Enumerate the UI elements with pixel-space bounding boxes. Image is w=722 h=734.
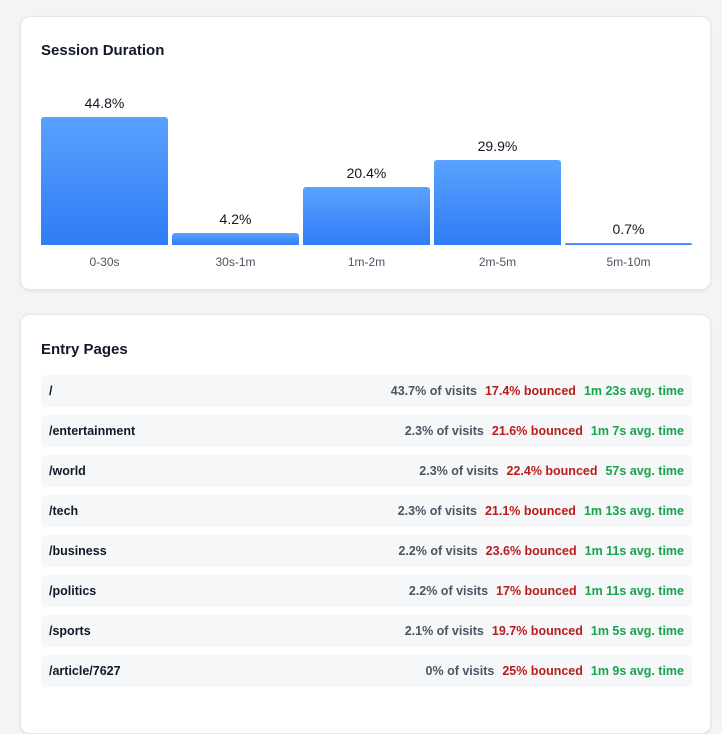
entry-page-stats: 2.1% of visits 19.7% bounced 1m 5s avg. ti… (405, 624, 684, 638)
bar[interactable] (434, 159, 561, 245)
entry-page-bounce-rate: 25% bounced (502, 664, 583, 678)
entry-page-avg-time: 1m 5s avg. time (590, 624, 684, 638)
entry-page-visits: 43.7% of visits (390, 384, 477, 398)
entry-page-path: /world (49, 464, 86, 478)
bar-value-label: 20.4% (346, 164, 387, 181)
entry-page-stats: 2.3% of visits 22.4% bounced 57s avg. time (419, 464, 684, 478)
session-duration-chart: 44.8% 0-30s 4.2% 30s-1m 20.4% 1m-2m 29.9% 2m-5m… (41, 77, 692, 277)
entry-page-row[interactable]: /politics 2.2% of visits 17% bounced 1m 11s… (41, 575, 692, 607)
entry-page-path: / (49, 384, 53, 398)
entry-page-bounce-rate: 21.1% bounced (484, 504, 576, 518)
entry-page-avg-time: 1m 23s avg. time (583, 384, 684, 398)
session-duration-title: Session Duration (41, 42, 165, 59)
bar[interactable] (303, 186, 430, 245)
entry-page-row[interactable]: / 43.7% of visits 17.4% bounced 1m 23s avg.… (41, 375, 692, 407)
entry-pages-list: / 43.7% of visits 17.4% bounced 1m 23s avg.… (41, 375, 692, 695)
bar-category-label: 2m-5m (478, 255, 517, 269)
entry-page-path: /article/7627 (49, 664, 121, 678)
entry-page-visits: 2.3% of visits (404, 424, 484, 438)
entry-page-avg-time: 1m 11s avg. time (584, 544, 684, 558)
bar-column: 20.4% 1m-2m (303, 77, 430, 277)
session-duration-card: Session Duration 44.8% 0-30s 4.2% 30s-1m 20.… (20, 16, 711, 290)
entry-page-visits: 2.1% of visits (404, 624, 484, 638)
bar-column: 29.9% 2m-5m (434, 77, 561, 277)
bar-category-label: 5m-10m (606, 255, 651, 269)
bar-value-label: 4.2% (219, 211, 252, 227)
bar-value-label: 44.8% (84, 95, 125, 111)
entry-page-visits: 0% of visits (425, 664, 495, 678)
entry-page-path: /business (49, 544, 107, 558)
bar-category-label: 30s-1m (215, 255, 256, 269)
entry-page-visits: 2.3% of visits (397, 504, 477, 518)
entry-page-row[interactable]: /tech 2.3% of visits 21.1% bounced 1m 13s a… (41, 495, 692, 527)
bar-column: 4.2% 30s-1m (172, 77, 299, 277)
entry-page-stats: 2.2% of visits 17% bounced 1m 11s avg. tim… (409, 584, 684, 598)
entry-page-visits: 2.2% of visits (408, 584, 489, 598)
entry-page-bounce-rate: 17.4% bounced (484, 384, 576, 398)
bar-category-label: 1m-2m (347, 255, 386, 269)
entry-pages-card: Entry Pages / 43.7% of visits 17.4% bounce… (20, 314, 711, 734)
entry-page-stats: 2.3% of visits 21.1% bounced 1m 13s avg. t… (398, 504, 684, 518)
bar-column: 0.7% 5m-10m (565, 77, 692, 277)
entry-page-avg-time: 1m 7s avg. time (590, 424, 684, 438)
entry-page-row[interactable]: /article/7627 0% of visits 25% bounced 1m 9… (41, 655, 692, 687)
entry-page-bounce-rate: 17% bounced (496, 584, 577, 598)
entry-page-avg-time: 57s avg. time (605, 464, 684, 478)
bar-column: 44.8% 0-30s (41, 77, 168, 277)
entry-page-avg-time: 1m 9s avg. time (590, 664, 684, 678)
entry-page-stats: 43.7% of visits 17.4% bounced 1m 23s avg. … (391, 384, 684, 398)
entry-page-stats: 2.2% of visits 23.6% bounced 1m 11s avg. t… (398, 544, 684, 558)
entry-page-bounce-rate: 23.6% bounced (485, 544, 577, 558)
bar[interactable] (565, 243, 692, 245)
bar-category-label: 0-30s (89, 255, 120, 269)
entry-page-row[interactable]: /business 2.2% of visits 23.6% bounced 1m 1… (41, 535, 692, 567)
entry-page-row[interactable]: /entertainment 2.3% of visits 21.6% bounce… (41, 415, 692, 447)
entry-page-avg-time: 1m 11s avg. time (584, 584, 684, 598)
bar[interactable] (41, 117, 168, 245)
entry-page-path: /sports (49, 624, 91, 638)
entry-page-path: /entertainment (49, 424, 136, 438)
entry-page-stats: 0% of visits 25% bounced 1m 9s avg. time (426, 664, 684, 678)
entry-page-path: /tech (49, 504, 79, 518)
entry-page-bounce-rate: 22.4% bounced (506, 464, 598, 478)
entry-pages-title: Entry Pages (41, 341, 128, 358)
entry-page-visits: 2.3% of visits (419, 464, 499, 478)
bar-value-label: 0.7% (612, 221, 645, 237)
entry-page-bounce-rate: 21.6% bounced (491, 424, 583, 438)
entry-page-visits: 2.2% of visits (398, 544, 478, 558)
entry-page-avg-time: 1m 13s avg. time (583, 504, 684, 518)
entry-page-row[interactable]: /world 2.3% of visits 22.4% bounced 57s avg… (41, 455, 692, 487)
bar[interactable] (172, 233, 299, 245)
entry-page-bounce-rate: 19.7% bounced (491, 624, 583, 638)
bar-value-label: 29.9% (477, 137, 518, 154)
entry-page-stats: 2.3% of visits 21.6% bounced 1m 7s avg. ti… (405, 424, 684, 438)
entry-page-row[interactable]: /sports 2.1% of visits 19.7% bounced 1m 5s … (41, 615, 692, 647)
entry-page-path: /politics (49, 584, 97, 598)
